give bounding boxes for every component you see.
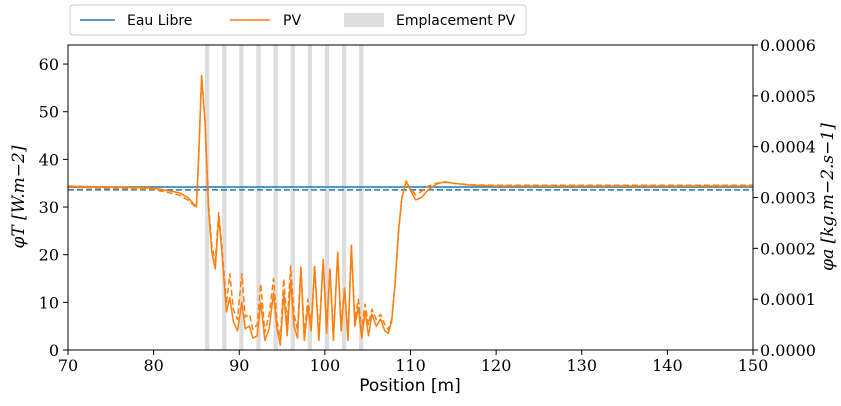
y-left-tick-label: 30 <box>39 198 59 217</box>
pv-location-band <box>307 45 313 350</box>
y-left-tick-label: 50 <box>39 103 59 122</box>
x-tick-label: 100 <box>310 356 341 375</box>
x-tick-label: 110 <box>395 356 426 375</box>
y-right-tick-label: 0.0001 <box>760 290 816 309</box>
y-left-tick-label: 10 <box>39 293 59 312</box>
y-left-tick-label: 60 <box>39 55 59 74</box>
x-tick-label: 150 <box>738 356 769 375</box>
y-right-tick-label: 0.0003 <box>760 189 816 208</box>
pv-location-band <box>273 45 278 350</box>
pv-location-band <box>359 45 364 350</box>
y-right-tick-label: 0.0002 <box>760 239 816 258</box>
y-right-tick-label: 0.0006 <box>760 36 816 55</box>
legend-label-pv: PV <box>283 13 301 29</box>
legend-swatch-emplacement-pv <box>344 13 384 27</box>
y-axis-right-label: φa [kg.m−2.s−1] <box>818 123 838 271</box>
y-left-tick-label: 20 <box>39 246 59 265</box>
y-right-tick-label: 0.0000 <box>760 341 816 360</box>
pv-location-band <box>324 45 330 350</box>
x-tick-label: 120 <box>481 356 512 375</box>
x-tick-label: 90 <box>229 356 249 375</box>
legend: Eau Libre PV Emplacement PV <box>69 4 527 36</box>
y-left-tick-label: 0 <box>49 341 59 360</box>
pv-location-bands <box>205 45 364 350</box>
pv-location-band <box>256 45 261 350</box>
legend-label-eau-libre: Eau Libre <box>127 13 192 29</box>
x-axis-label: Position [m] <box>359 376 460 396</box>
y-axis-left: 0 10 20 30 40 50 60 <box>39 55 68 360</box>
y-left-tick-label: 40 <box>39 150 59 169</box>
pv-location-band <box>239 45 244 350</box>
x-tick-label: 140 <box>652 356 683 375</box>
x-tick-label: 80 <box>143 356 163 375</box>
x-tick-label: 130 <box>566 356 597 375</box>
pv-location-band <box>342 45 347 350</box>
pv-location-band <box>222 45 227 350</box>
series-layer <box>67 74 753 346</box>
x-tick-label: 70 <box>58 356 78 375</box>
series-line-pv-left <box>67 75 753 346</box>
y-axis-left-label: φT [W.m−2] <box>9 145 29 248</box>
pv-location-band <box>205 45 210 350</box>
pv-location-band <box>290 45 295 350</box>
y-right-tick-label: 0.0004 <box>760 138 816 157</box>
x-axis: 70 80 90 100 110 120 130 140 150 <box>58 350 768 375</box>
y-right-tick-label: 0.0005 <box>760 87 816 106</box>
legend-box <box>69 4 527 36</box>
legend-label-emplacement-pv: Emplacement PV <box>396 13 516 29</box>
plot-frame <box>67 44 754 351</box>
y-axis-right: 0.0000 0.0001 0.0002 0.0003 0.0004 0.0005 0.00… <box>753 36 816 360</box>
series-line-pv-right <box>67 74 753 341</box>
